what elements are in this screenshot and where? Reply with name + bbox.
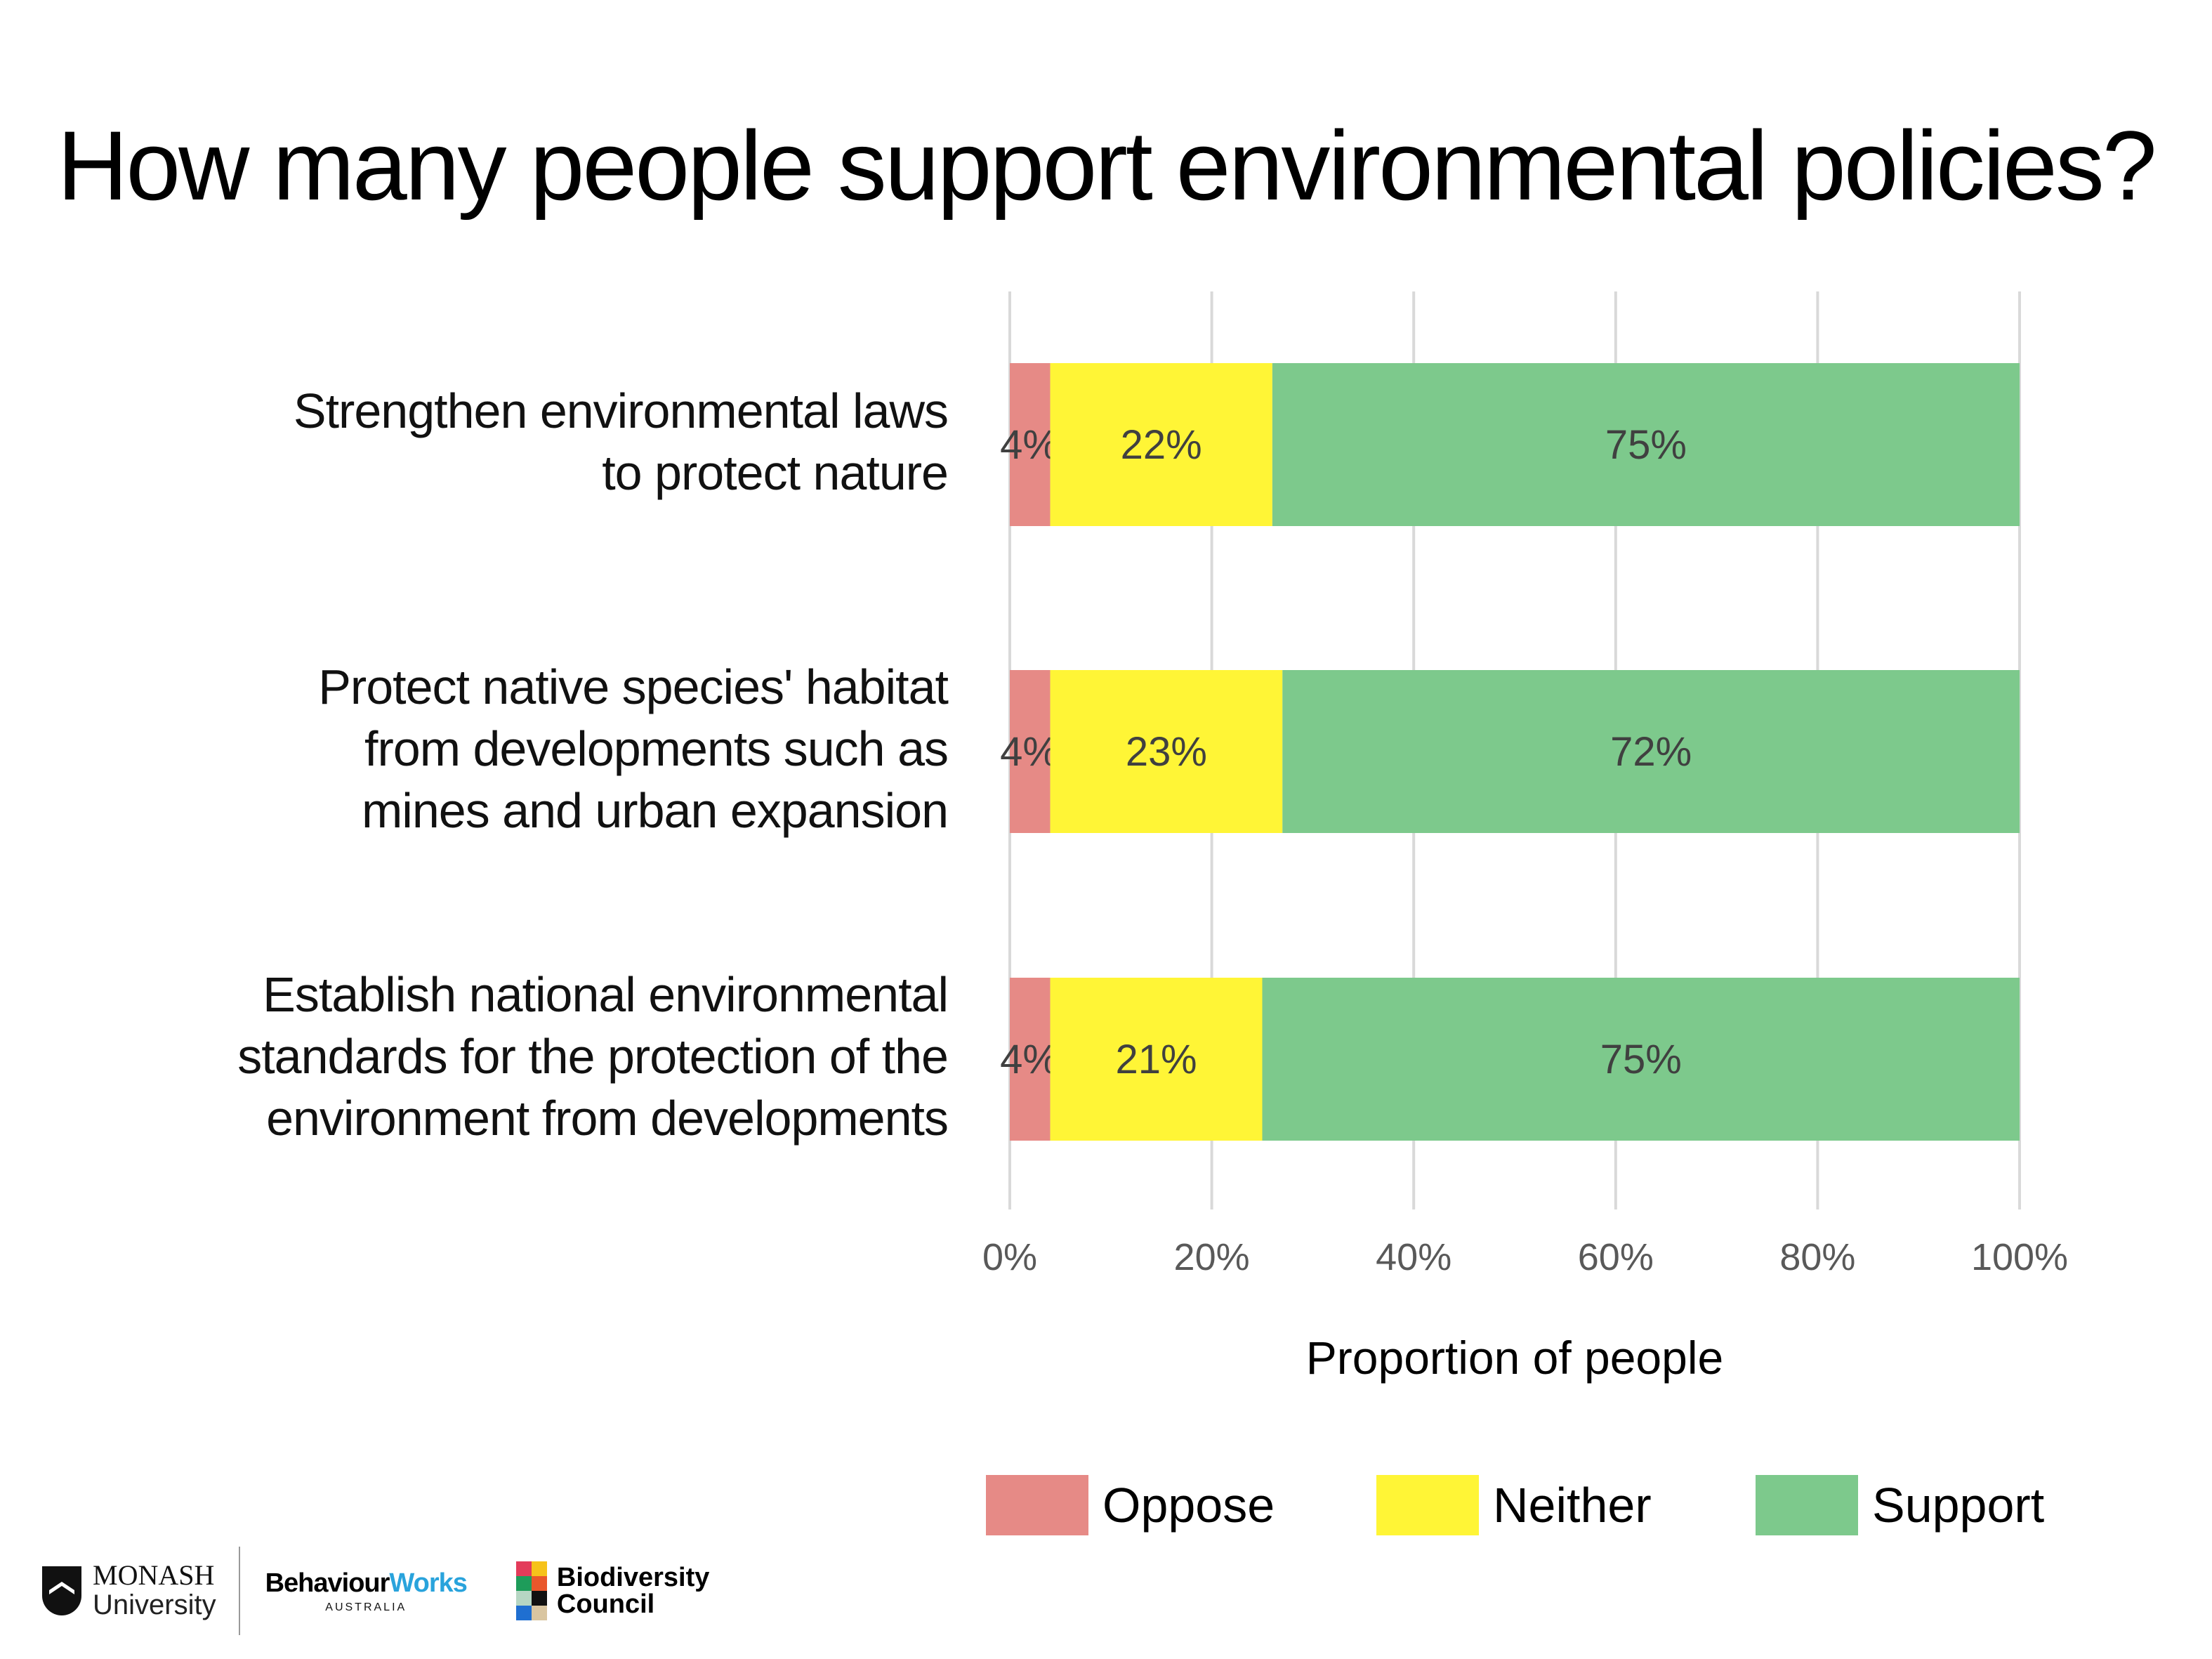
behaviourworks-sub: AUSTRALIA: [325, 1601, 407, 1613]
behaviourworks-part1: Behaviour: [265, 1568, 390, 1598]
behaviourworks-logo: BehaviourWorks AUSTRALIA: [265, 1568, 468, 1614]
data-label: 75%: [1605, 422, 1687, 468]
biodiversity-council-logo: Biodiversity Council: [515, 1561, 710, 1620]
x-tick-label: 0%: [982, 1236, 1037, 1278]
bar-support: [1262, 978, 2020, 1141]
category-label: Strengthen environmental laws to protect …: [293, 380, 949, 504]
category-label: Protect native species' habitat from deve…: [318, 656, 949, 841]
legend-item-support: Support: [1756, 1475, 2044, 1535]
data-label: 4%: [1000, 729, 1059, 775]
bar-support: [1272, 363, 2020, 526]
biodiversity-line2: Council: [556, 1589, 655, 1619]
data-label: 75%: [1600, 1037, 1682, 1082]
category-label-line: Establish national environmental: [263, 967, 949, 1022]
data-label: 23%: [1126, 729, 1207, 775]
legend-item-neither: Neither: [1376, 1475, 1652, 1535]
x-tick-label: 40%: [1376, 1236, 1451, 1278]
x-axis-title: Proportion of people: [1305, 1332, 1724, 1384]
legend-item-oppose: Oppose: [986, 1475, 1275, 1535]
data-label: 4%: [1000, 422, 1059, 468]
x-tick-label: 100%: [1971, 1236, 2068, 1278]
logos-footer: MONASH University BehaviourWorks AUSTRAL…: [42, 1538, 709, 1644]
bar-oppose: [1010, 670, 1051, 833]
bar-neither: [1050, 670, 1283, 833]
monash-university: University: [93, 1589, 216, 1620]
behaviourworks-part2: Works: [389, 1568, 467, 1598]
data-label: 22%: [1121, 422, 1202, 468]
data-label: 4%: [1000, 1037, 1059, 1082]
legend-label: Support: [1872, 1478, 2045, 1533]
category-label: Establish national environmental standard…: [237, 964, 949, 1149]
category-label-line: Strengthen environmental laws: [293, 383, 949, 438]
category-label-line: standards for the protection of the: [237, 1029, 949, 1084]
category-label-line: Protect native species' habitat: [318, 660, 949, 714]
monash-logo: MONASH University: [42, 1561, 216, 1621]
bar-neither: [1050, 363, 1272, 526]
legend-swatch: [1756, 1475, 1858, 1535]
bar-oppose: [1010, 978, 1051, 1141]
category-label-line: from developments such as: [364, 721, 949, 776]
x-tick-label: 20%: [1174, 1236, 1250, 1278]
biodiversity-line1: Biodiversity: [556, 1563, 710, 1592]
logo-divider: [238, 1547, 240, 1635]
bar-support: [1282, 670, 2020, 833]
x-tick-label: 60%: [1578, 1236, 1654, 1278]
legend-swatch: [986, 1475, 1088, 1535]
bar-neither: [1050, 978, 1263, 1141]
legend-label: Oppose: [1102, 1478, 1275, 1533]
category-label-line: environment from developments: [266, 1091, 949, 1146]
monash-crest-icon: [42, 1566, 81, 1615]
category-label-line: to protect nature: [602, 445, 949, 500]
data-label: 72%: [1610, 729, 1692, 775]
category-label-line: mines and urban expansion: [361, 783, 949, 838]
data-label: 21%: [1115, 1037, 1197, 1082]
legend-swatch: [1376, 1475, 1479, 1535]
chart-title: How many people support environmental po…: [57, 110, 2157, 221]
monash-name: MONASH: [93, 1559, 215, 1591]
legend-label: Neither: [1493, 1478, 1652, 1533]
biodiversity-mark-icon: [515, 1561, 547, 1620]
bar-oppose: [1010, 363, 1051, 526]
x-tick-label: 80%: [1779, 1236, 1855, 1278]
